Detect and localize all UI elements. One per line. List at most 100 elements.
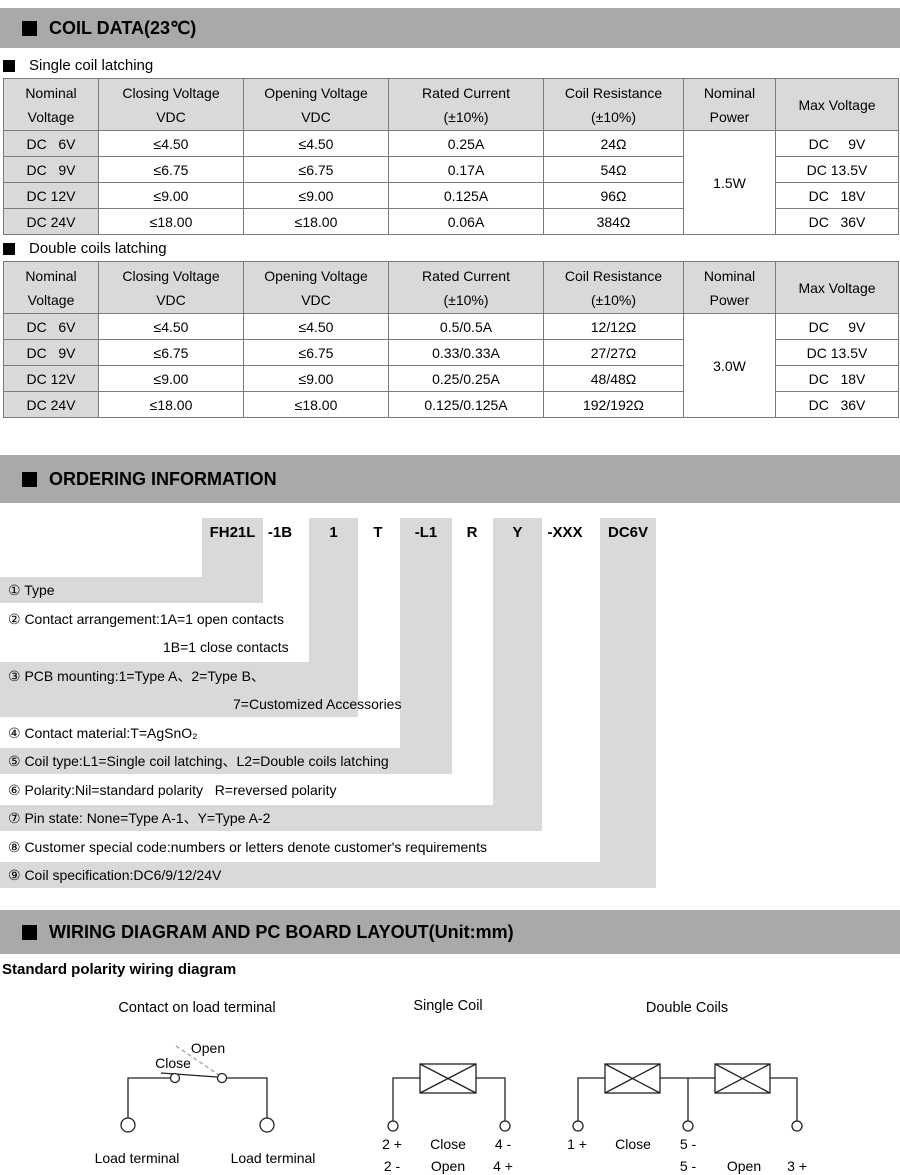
terminal-circle-right	[499, 1120, 511, 1132]
ordering-column-coil-specification	[600, 518, 656, 888]
table-row: DC 6V ≤4.50 ≤4.50 0.5/0.5A 12/12Ω 3.0W D…	[3, 313, 899, 418]
ordering-item-polarity: ⑥ Polarity:Nil=standard polarity R=rever…	[8, 782, 337, 798]
terminal-circle-center	[682, 1120, 694, 1132]
cell-max-voltage: DC 13.5V	[775, 156, 899, 183]
black-square-icon	[22, 20, 37, 36]
terminal-circle-left	[572, 1120, 584, 1132]
cell-nominal-voltage: DC 9V	[3, 339, 99, 366]
cell-rated-current: 0.25/0.25A	[388, 365, 544, 392]
cell-rated-current: 0.5/0.5A	[388, 313, 544, 340]
section-title-wiring-diagram: WIRING DIAGRAM AND PC BOARD LAYOUT(Unit:…	[49, 921, 514, 942]
col-header-nominal-power: Nominal Power	[683, 78, 776, 131]
ordering-item-pin-state: ⑦ Pin state: None=Type A-1、Y=Type A-2	[8, 810, 271, 826]
cell-nominal-voltage: DC 6V	[3, 130, 99, 157]
header-line: VDC	[301, 108, 331, 125]
col-header-opening-voltage: Opening Voltage VDC	[243, 261, 389, 314]
ordering-item-contact-material: ④ Contact material:T=AgSnO₂	[8, 725, 198, 741]
left-wire	[392, 1077, 420, 1121]
single-coil-diagram: 2 + Close 4 - 2 - Open 4 +	[382, 1063, 513, 1174]
subheader-label: Single coil latching	[29, 57, 154, 74]
section-header-coil-data: COIL DATA(23℃)	[0, 8, 900, 48]
ordering-item-pcb-mounting: ③ PCB mounting:1=Type A、2=Type B、	[8, 668, 265, 684]
ordering-column-coil-type	[400, 518, 452, 774]
col-header-max-voltage: Max Voltage	[775, 261, 899, 314]
cell-nominal-voltage: DC 6V	[3, 313, 99, 340]
right-wire	[770, 1077, 798, 1121]
header-line: Max Voltage	[798, 279, 876, 296]
cell-nominal-voltage: DC 24V	[3, 208, 99, 235]
header-line: Closing Voltage	[122, 267, 220, 284]
col-header-closing-voltage: Closing Voltage VDC	[98, 78, 244, 131]
cell-rated-current: 0.125A	[388, 182, 544, 209]
terminal-circle-right	[791, 1120, 803, 1132]
pin-label: 2 -	[384, 1158, 401, 1174]
header-line: Nominal	[703, 84, 756, 101]
cell-closing-voltage: ≤9.00	[98, 365, 244, 392]
table-row: DC 9V ≤6.75 ≤6.75 0.17A 54Ω DC 13.5V	[3, 156, 899, 183]
header-row: Nominal Voltage Closing Voltage VDC Openin…	[3, 78, 899, 131]
cell-nominal-power: 3.0W	[683, 313, 776, 418]
code-part-coil-type: -L1	[414, 524, 438, 541]
cell-coil-resistance: 96Ω	[543, 182, 684, 209]
ordering-item-type: ① Type	[8, 582, 55, 598]
header-line: Voltage	[27, 108, 75, 125]
ordering-item-pcb-mounting-line2: 7=Customized Accessories	[233, 696, 402, 712]
pin-label: 3 +	[787, 1158, 807, 1174]
cell-coil-resistance: 24Ω	[543, 130, 684, 157]
header-row: Nominal Voltage Closing Voltage VDC Openin…	[3, 261, 899, 314]
cell-rated-current: 0.17A	[388, 156, 544, 183]
ordering-item-coil-type: ⑤ Coil type:L1=Single coil latching、L2=D…	[8, 753, 389, 769]
black-square-icon	[3, 242, 15, 255]
cell-opening-voltage: ≤4.50	[243, 130, 389, 157]
cell-opening-voltage: ≤6.75	[243, 339, 389, 366]
code-part-coil-specification: DC6V	[607, 524, 648, 541]
black-square-icon	[22, 924, 37, 940]
col-header-nominal-voltage: Nominal Voltage	[3, 261, 99, 314]
cell-coil-resistance: 12/12Ω	[543, 313, 684, 340]
right-wire	[227, 1077, 268, 1118]
header-line: Power	[709, 108, 750, 125]
header-line: (±10%)	[590, 291, 637, 308]
close-label: Close	[430, 1136, 466, 1152]
ordering-item-contact-arrangement: ② Contact arrangement:1A=1 open contacts	[8, 611, 284, 627]
cell-coil-resistance: 48/48Ω	[543, 365, 684, 392]
left-wire	[127, 1077, 170, 1118]
contact-on-load-terminal-diagram: Open Close Load terminal Load terminal	[95, 1040, 316, 1166]
pin-label: 2 +	[382, 1136, 402, 1152]
cell-closing-voltage: ≤4.50	[98, 130, 244, 157]
pin-label: 5 -	[680, 1136, 697, 1152]
code-part-contact-arrangement: -1B	[267, 524, 293, 541]
cell-nominal-voltage: DC 12V	[3, 365, 99, 392]
header-line: VDC	[156, 291, 186, 308]
cell-closing-voltage: ≤18.00	[98, 208, 244, 235]
cell-opening-voltage: ≤9.00	[243, 365, 389, 392]
header-line: (±10%)	[590, 108, 637, 125]
left-wire	[577, 1077, 605, 1121]
section-header-ordering-information: ORDERING INFORMATION	[0, 455, 900, 503]
cell-opening-voltage: ≤18.00	[243, 208, 389, 235]
open-label: Open	[431, 1158, 465, 1174]
single-coil-latching-table: Nominal Voltage Closing Voltage VDC Openin…	[3, 78, 899, 235]
open-label: Open	[727, 1158, 761, 1174]
load-terminal-label-left: Load terminal	[95, 1150, 180, 1166]
col-header-nominal-power: Nominal Power	[683, 261, 776, 314]
double-coils-diagram: 1 + Close 5 - 5 - Open 3 +	[567, 1063, 807, 1174]
col-header-coil-resistance: Coil Resistance (±10%)	[543, 261, 684, 314]
ordering-item-coil-specification: ⑨ Coil specification:DC6/9/12/24V	[8, 867, 222, 883]
cell-closing-voltage: ≤9.00	[98, 182, 244, 209]
diagram-title-contact: Contact on load terminal	[118, 1000, 276, 1016]
cell-opening-voltage: ≤18.00	[243, 391, 389, 418]
contact-point-left	[169, 1072, 181, 1084]
code-part-polarity: R	[466, 524, 478, 541]
open-position-line	[175, 1045, 220, 1076]
pin-label: 5 -	[680, 1158, 697, 1174]
double-coils-latching-table: Nominal Voltage Closing Voltage VDC Openin…	[3, 261, 899, 418]
pin-label: 4 -	[495, 1136, 512, 1152]
black-square-icon	[3, 59, 15, 72]
subheader-double-coils-latching: Double coils latching	[3, 240, 167, 257]
terminal-circle-left	[120, 1117, 136, 1133]
ordering-bar-coil-type	[0, 748, 452, 774]
header-line: Max Voltage	[798, 96, 876, 113]
table-row: DC 12V ≤9.00 ≤9.00 0.125A 96Ω DC 18V	[3, 182, 899, 209]
